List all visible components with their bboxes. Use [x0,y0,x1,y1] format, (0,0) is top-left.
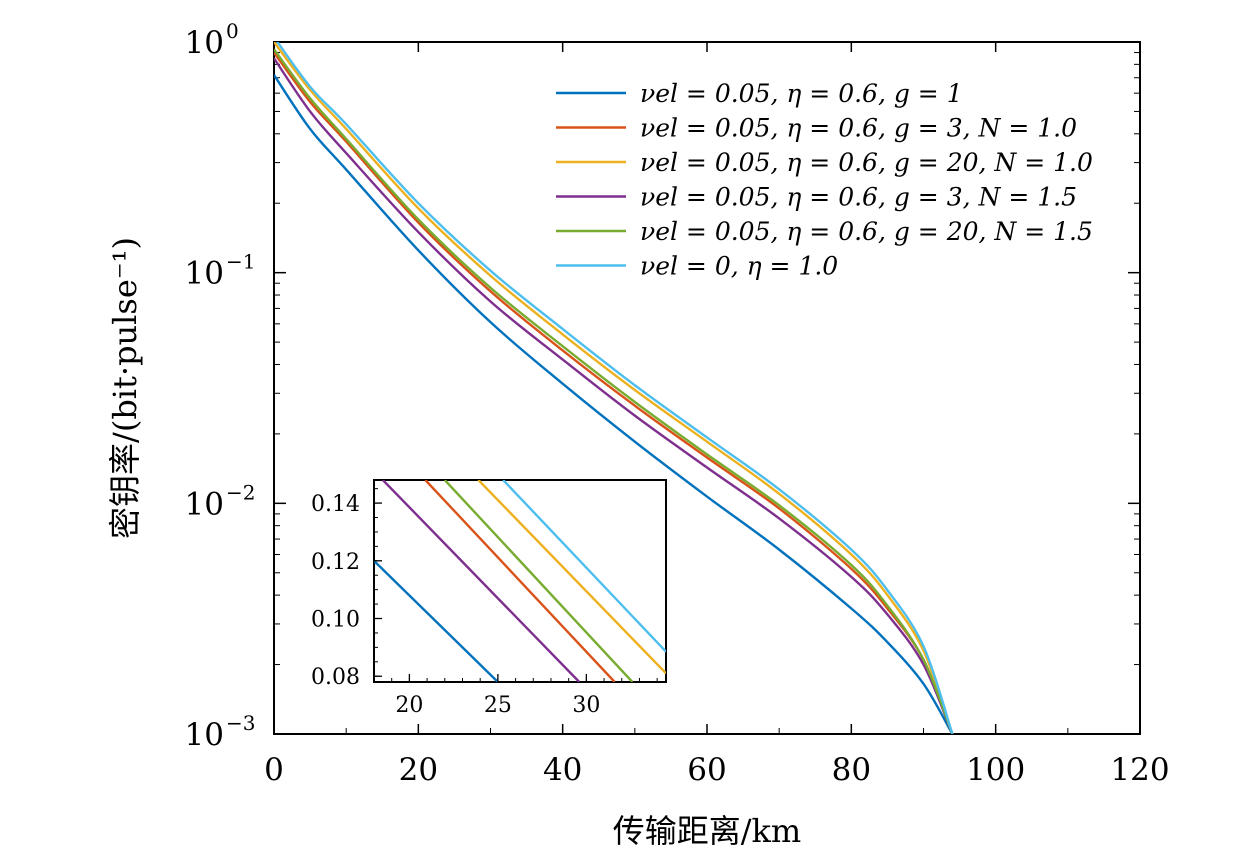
legend-label: νel = 0.05, η = 0.6, g = 20, N = 1.0 [640,148,1093,177]
y-tick-label: 10 [185,486,224,522]
x-tick-label: 80 [832,752,871,788]
y-tick-exponent: −1 [226,250,255,274]
y-tick-exponent: −2 [226,480,255,504]
series-line-4 [274,57,954,734]
inset-x-tick-label: 25 [484,693,512,718]
x-tick-label: 40 [543,752,582,788]
inset-series-line-1 [374,559,499,682]
inset-x-axis-ticks: 20 25 30 [391,674,658,718]
inset-y-tick-label: 0.12 [311,550,360,575]
inset-chart: 20 25 30 0.08 0.10 0.12 0.14 [311,479,667,718]
legend-label: νel = 0.05, η = 0.6, g = 1 [640,79,963,108]
legend-label: νel = 0.05, η = 0.6, g = 20, N = 1.5 [640,217,1093,246]
inset-series-lines [374,480,666,682]
series-line-1 [274,74,954,734]
inset-y-tick-label: 0.10 [311,608,360,633]
inset-x-tick-label: 30 [572,693,600,718]
series-line-6 [276,42,954,734]
series-line-2 [274,51,954,734]
inset-series-line-5 [477,480,666,675]
y-tick-label: 10 [185,25,224,61]
y-tick-label: 10 [185,717,224,753]
y-tick-exponent: 0 [226,19,239,43]
x-tick-label: 0 [264,752,284,788]
y-tick-label: 10 [185,256,224,292]
x-axis-ticks: 0 20 40 60 80 100 120 [264,42,1170,788]
inset-series-line-6 [502,480,666,653]
inset-series-line-4 [443,480,634,682]
y-axis-label: 密钥率/(bit·pulse⁻¹) [106,237,144,539]
legend-label: νel = 0.05, η = 0.6, g = 3, N = 1.5 [640,183,1077,212]
legend-label: νel = 0.05, η = 0.6, g = 3, N = 1.0 [640,114,1077,143]
series-lines [274,42,954,734]
inset-y-tick-label: 0.14 [311,492,360,517]
inset-y-tick-label: 0.08 [311,665,360,690]
legend: νel = 0.05, η = 0.6, g = 1 νel = 0.05, η … [556,79,1093,281]
inset-y-axis-ticks: 0.08 0.10 0.12 0.14 [311,488,382,690]
inset-series-line-2 [381,480,581,682]
inset-x-tick-label: 20 [395,693,423,718]
series-line-3 [274,42,954,734]
y-tick-exponent: −3 [226,711,255,735]
x-tick-label: 120 [1110,752,1169,788]
series-line-5 [274,48,954,734]
x-tick-label: 60 [687,752,726,788]
x-tick-label: 20 [399,752,438,788]
x-tick-label: 100 [966,752,1025,788]
x-axis-label: 传输距离/km [613,812,802,850]
inset-series-line-3 [424,480,616,682]
legend-label: νel = 0, η = 1.0 [640,252,838,281]
